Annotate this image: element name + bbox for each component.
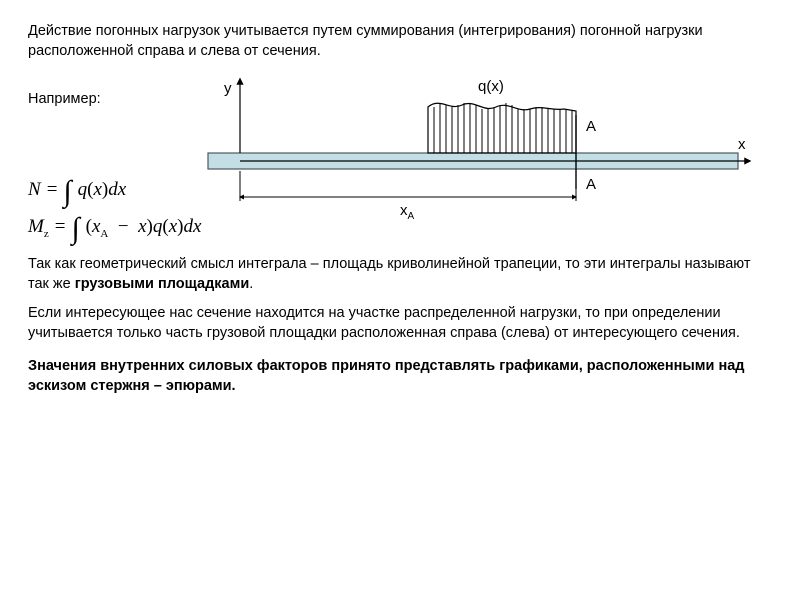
formula-N: N = ∫ q(x)dx bbox=[28, 175, 201, 205]
example-label: Например: bbox=[28, 91, 101, 107]
beam-diagram: y x bbox=[178, 67, 758, 237]
label-A-bottom: A bbox=[586, 176, 596, 193]
diagram-block: Например: y x bbox=[28, 67, 772, 237]
paragraph-gruz: Так как геометрический смысл интеграла –… bbox=[28, 255, 772, 294]
paragraph-epure: Значения внутренних силовых факторов при… bbox=[28, 357, 772, 396]
formulas: N = ∫ q(x)dx Mz = ∫ (xA − x)q(x)dx bbox=[28, 175, 201, 249]
x-axis-label: x bbox=[738, 136, 746, 153]
label-A-top: A bbox=[586, 118, 596, 135]
p2c: . bbox=[249, 276, 253, 292]
xA-label: xA bbox=[400, 202, 415, 222]
y-axis-label: y bbox=[224, 80, 232, 97]
paragraph-section: Если интересующее нас сечение находится … bbox=[28, 304, 772, 343]
formula-Mz: Mz = ∫ (xA − x)q(x)dx bbox=[28, 212, 201, 243]
q-label: q(x) bbox=[478, 78, 504, 95]
paragraph-intro: Действие погонных нагрузок учитывается п… bbox=[28, 22, 772, 61]
p2b: грузовыми площадками bbox=[75, 276, 250, 292]
